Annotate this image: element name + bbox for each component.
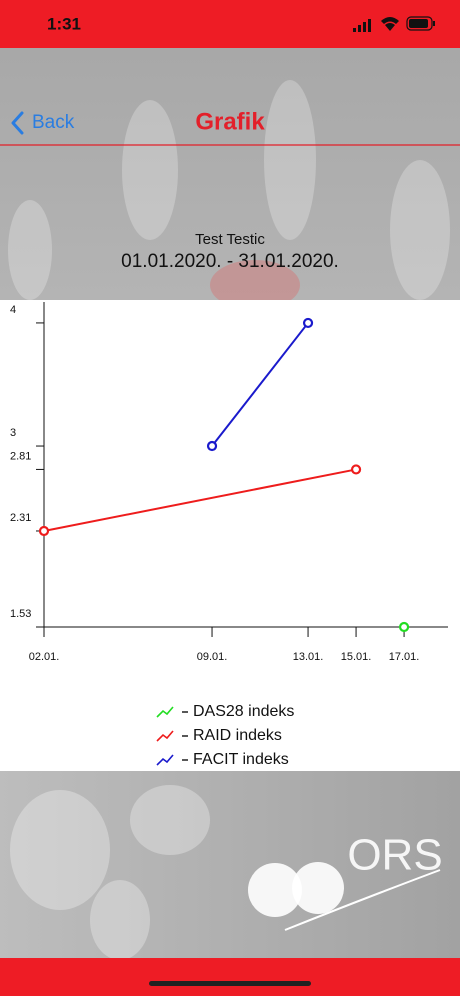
y-tick-label: 1.53 [10, 608, 31, 620]
status-time: 1:31 [47, 14, 81, 33]
xray-decoration [8, 80, 450, 300]
xray-highlight [210, 260, 300, 310]
x-tick-label: 09.01. [197, 651, 228, 663]
period: 01.01.2020. - 31.01.2020. [121, 251, 339, 272]
y-tick-label: 2.31 [10, 512, 31, 524]
patient-name: Test Testic [195, 231, 265, 248]
data-point [350, 464, 362, 475]
status-bar [0, 0, 460, 48]
nav-title: Grafik [195, 108, 265, 135]
logo-text: ORS [347, 831, 442, 880]
legend-icon [156, 706, 174, 718]
header-background [0, 48, 460, 300]
legend-icon [156, 730, 174, 742]
xray-decoration [10, 785, 210, 960]
x-tick-label: 13.01. [293, 651, 324, 663]
x-tick-label: 17.01. [389, 651, 420, 663]
chart-panel [0, 300, 460, 771]
bottom-bar [0, 958, 460, 996]
logo: ORS [248, 831, 443, 931]
chart: 1.53 2.31 2.81 3 4 02.01. 09.01. 13.01. 15.01. 17… [10, 302, 448, 768]
x-tick-label: 15.01. [341, 651, 372, 663]
y-tick-label: 4 [10, 304, 16, 316]
footer-background [0, 771, 460, 958]
series-line [211, 322, 309, 447]
x-tick-label: 02.01. [29, 651, 60, 663]
legend-icon [156, 754, 174, 766]
y-tick-label: 3 [10, 427, 16, 439]
y-tick-label: 2.81 [10, 450, 31, 462]
legend-label: FACIT indeks [193, 751, 289, 768]
legend-label: RAID indeks [193, 727, 282, 744]
home-indicator [149, 981, 311, 986]
data-point [206, 440, 218, 452]
data-point [398, 621, 410, 633]
legend-label: DAS28 indeks [193, 703, 294, 720]
data-point [302, 317, 314, 329]
back-chevron[interactable] [11, 111, 24, 135]
series-line [43, 468, 357, 532]
data-point [38, 525, 50, 537]
status-icons [353, 16, 435, 32]
back-button[interactable]: Back [32, 112, 75, 133]
